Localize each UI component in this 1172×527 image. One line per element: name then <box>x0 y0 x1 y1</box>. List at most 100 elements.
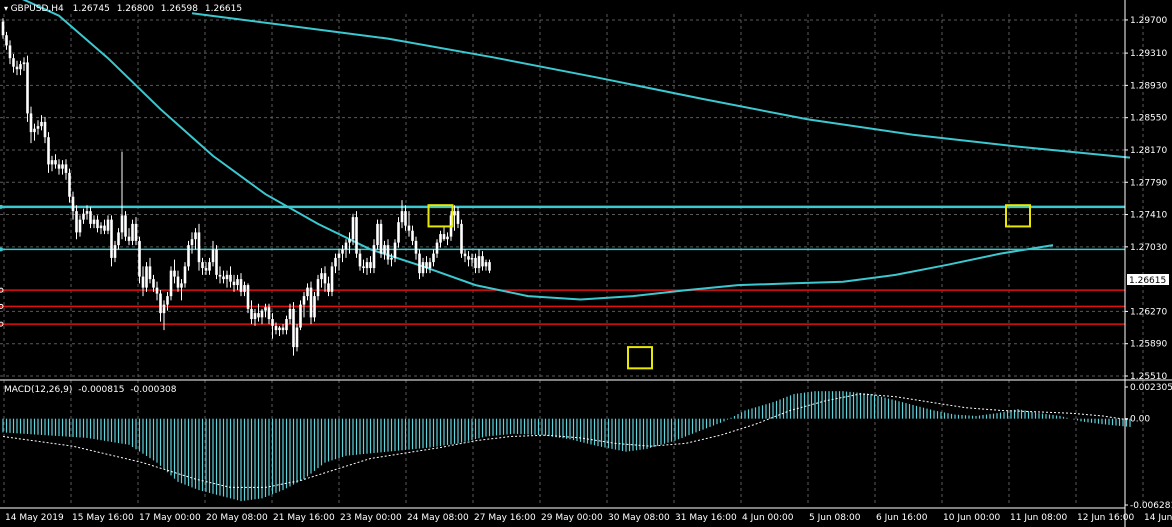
candle-body <box>197 232 201 263</box>
candle-body <box>404 211 407 226</box>
time-axis-label: 31 May 16:00 <box>675 513 737 523</box>
time-axis-label: 4 Jun 00:00 <box>742 513 794 523</box>
macd-signal-line <box>2 393 1131 488</box>
candle-body <box>477 256 481 269</box>
candle-body <box>127 236 131 241</box>
candle-body <box>211 249 215 263</box>
candles <box>1 18 491 356</box>
candle-body <box>33 128 36 133</box>
candle-body <box>85 211 89 214</box>
candle-body <box>89 211 92 224</box>
candle-body <box>257 313 260 318</box>
candle-body <box>453 211 456 216</box>
candle-body <box>467 256 470 260</box>
price-axis-label: 1.28550 <box>1130 114 1167 124</box>
candle-body <box>47 137 50 165</box>
candle-body <box>439 234 442 243</box>
candle-body <box>180 283 183 288</box>
symbol-header: ▾ GBPUSD,H4 1.26745 1.26800 1.26598 1.26… <box>4 4 242 14</box>
candle-body <box>407 225 411 231</box>
grid <box>0 14 1144 505</box>
moving-average-line <box>22 0 1054 301</box>
candle-body <box>75 211 78 233</box>
candle-body <box>50 160 54 165</box>
price-axis-label: 1.29700 <box>1130 16 1167 26</box>
candle-body <box>162 304 166 314</box>
candle-body <box>435 242 439 254</box>
candle-body <box>232 281 236 286</box>
price-axis-label: 1.27030 <box>1130 243 1167 253</box>
candle-body <box>152 279 155 288</box>
candle-body <box>390 257 393 260</box>
candle-body <box>1 21 5 36</box>
candle-body <box>92 219 96 224</box>
price-axis-label: 1.25890 <box>1130 340 1167 350</box>
candle-body <box>414 240 418 254</box>
candle-body <box>463 253 467 257</box>
price-axis-label: 1.28170 <box>1130 146 1167 156</box>
price-axis-label: 1.27790 <box>1130 178 1167 188</box>
moving-average-line <box>191 12 1131 159</box>
highlight-box <box>1005 204 1031 228</box>
candle-body <box>166 296 169 305</box>
candle-body <box>474 257 477 269</box>
candle-body <box>372 245 376 269</box>
candle-body <box>187 245 190 267</box>
candle-body <box>295 327 299 348</box>
candle-body <box>201 262 204 269</box>
candle-body <box>239 279 243 292</box>
candle-body <box>225 274 229 280</box>
time-axis-label: 24 May 08:00 <box>407 513 469 523</box>
time-axis-label: 14 May 2019 <box>5 513 64 523</box>
candle-body <box>302 296 306 305</box>
highlight-box <box>427 204 454 228</box>
highlight-box <box>627 346 653 370</box>
macd-header: MACD(12,26,9) -0.000815 -0.000308 <box>4 385 177 395</box>
candle-body <box>155 287 159 294</box>
time-axis-label: 15 May 16:00 <box>72 513 134 523</box>
candle-body <box>141 276 145 288</box>
highlight-boxes <box>427 204 1031 370</box>
candle-body <box>428 262 432 269</box>
candle-body <box>183 266 187 284</box>
candle-body <box>484 262 488 267</box>
candle-body <box>442 234 446 240</box>
candle-body <box>131 223 134 241</box>
candle-body <box>8 45 12 59</box>
candle-body <box>358 253 362 267</box>
macd-axis-label: -0.006281 <box>1130 501 1172 511</box>
candle-body <box>299 304 302 328</box>
candle-body <box>313 296 316 318</box>
candle-body <box>264 307 267 311</box>
candle-body <box>68 172 71 197</box>
candle-body <box>362 266 365 269</box>
candle-body <box>243 285 246 292</box>
candle-body <box>78 219 82 233</box>
time-axis-label: 6 Jun 16:00 <box>876 513 928 523</box>
candle-body <box>40 121 43 127</box>
candle-body <box>320 273 323 280</box>
candle-body <box>351 217 355 240</box>
candle-body <box>288 308 292 320</box>
candle-body <box>411 230 414 241</box>
candle-body <box>103 225 106 231</box>
candle-body <box>159 293 162 314</box>
candle-body <box>120 215 124 233</box>
time-axis-label: 23 May 00:00 <box>340 513 402 523</box>
price-axis-label: 1.28930 <box>1130 81 1167 91</box>
candle-body <box>117 232 120 246</box>
candle-body <box>376 223 379 246</box>
candle-body <box>253 313 257 320</box>
candle-body <box>355 217 358 254</box>
candle-body <box>309 287 313 318</box>
candle-body <box>460 223 463 254</box>
candle-body <box>54 160 57 165</box>
candle-body <box>316 279 320 297</box>
candle-body <box>418 253 421 274</box>
candle-body <box>327 283 330 292</box>
candle-body <box>194 232 197 240</box>
current-price-badge: 1.26615 <box>1127 274 1169 286</box>
